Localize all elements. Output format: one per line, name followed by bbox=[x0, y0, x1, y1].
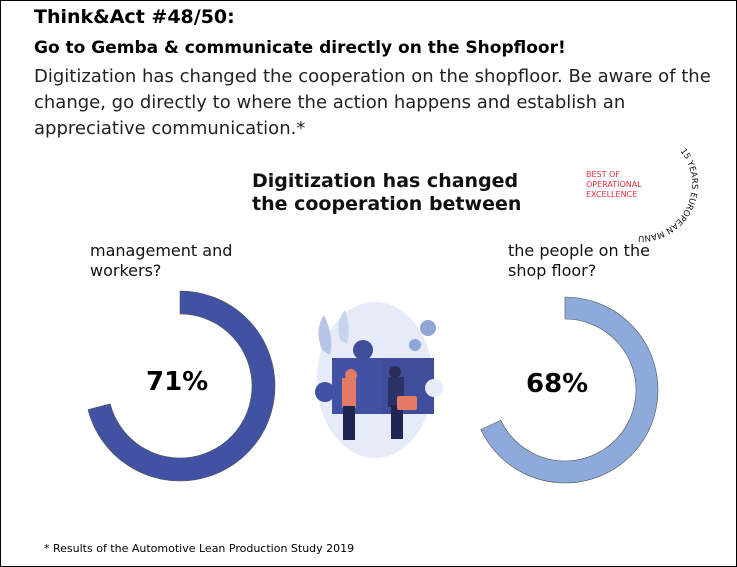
slide-title: Think&Act #48/50: bbox=[34, 6, 235, 28]
slide-subtitle: Go to Gemba & communicate directly on th… bbox=[34, 38, 566, 58]
left-donut-label: management and workers? bbox=[90, 241, 233, 280]
donut-arc-management-workers bbox=[87, 290, 276, 482]
badge-line: OPERATIONAL bbox=[586, 180, 642, 189]
badge-inner-text: BEST OF OPERATIONAL EXCELLENCE bbox=[586, 170, 642, 200]
footnote: * Results of the Automotive Lean Product… bbox=[44, 542, 355, 555]
badge-line: EXCELLENCE bbox=[586, 190, 638, 199]
slide-body: Digitization has changed the cooperation… bbox=[34, 66, 711, 139]
right-donut-label: the people on the shop floor? bbox=[508, 241, 650, 280]
donut-arc-shop-floor bbox=[480, 296, 659, 484]
chart-title: Digitization has changed the cooperation… bbox=[252, 170, 522, 215]
badge-ring-text: 15 YEARS EUROPEAN MANUFACTURING STUDY bbox=[0, 0, 699, 243]
handshake-puzzle-illustration bbox=[315, 302, 443, 458]
badge-line: BEST OF bbox=[586, 170, 620, 179]
right-donut-value: 68% bbox=[526, 369, 589, 399]
left-donut-value: 71% bbox=[146, 367, 209, 397]
